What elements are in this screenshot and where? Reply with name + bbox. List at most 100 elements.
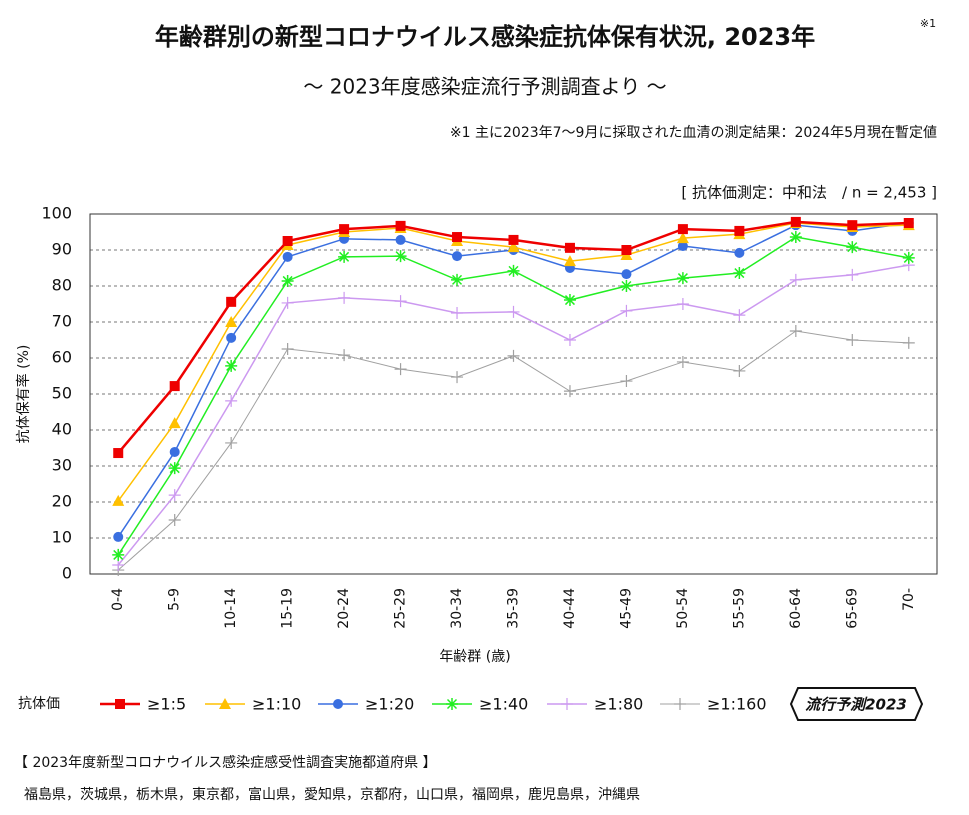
marker — [676, 355, 689, 368]
y-tick-label: 0 — [62, 564, 72, 583]
marker — [333, 699, 343, 709]
marker-shape — [563, 385, 576, 398]
marker — [168, 489, 181, 502]
marker — [339, 224, 350, 235]
marker — [563, 385, 576, 398]
marker — [789, 273, 802, 286]
marker — [113, 448, 124, 459]
x-tick-label: 45-49 — [618, 588, 634, 629]
marker — [112, 548, 125, 561]
marker-shape — [677, 241, 688, 252]
marker-shape — [168, 489, 181, 502]
marker-shape — [113, 448, 124, 459]
y-tick-label: 30 — [52, 456, 72, 475]
marker-shape — [789, 325, 802, 337]
marker-shape — [338, 349, 351, 362]
marker — [169, 381, 180, 392]
marker — [790, 216, 801, 227]
marker — [226, 332, 237, 343]
marker — [902, 251, 915, 264]
marker-shape — [394, 295, 407, 308]
x-tick-label: 20-24 — [336, 588, 352, 629]
marker — [677, 241, 688, 252]
marker-shape — [733, 364, 746, 377]
marker — [226, 296, 237, 307]
marker — [452, 251, 463, 262]
marker — [563, 255, 576, 267]
marker-shape — [563, 334, 576, 346]
marker — [219, 698, 231, 709]
marker-shape — [902, 336, 915, 349]
y-axis-label: 抗体保有率 (%) — [15, 345, 32, 444]
marker-shape — [168, 462, 181, 475]
marker-shape — [903, 218, 914, 228]
marker — [733, 309, 746, 322]
marker-shape — [339, 224, 350, 235]
marker — [282, 251, 293, 262]
marker — [563, 334, 576, 346]
marker — [561, 698, 573, 710]
marker — [676, 232, 689, 244]
marker — [620, 375, 633, 388]
legend-label: ≥1:160 — [707, 695, 767, 714]
badge: 流行予測2023 — [805, 696, 907, 714]
marker-shape — [338, 291, 351, 304]
marker — [846, 241, 859, 254]
x-tick-label: 15-19 — [280, 588, 296, 629]
x-tick-label: 35-39 — [506, 588, 522, 629]
marker-shape — [676, 232, 689, 244]
legend-label: ≥1:20 — [365, 695, 414, 714]
method: [ 抗体価測定：中和法 / n = 2,453 ] — [681, 184, 937, 202]
marker — [115, 699, 125, 709]
marker-shape — [112, 494, 125, 506]
marker-shape — [507, 241, 520, 253]
marker — [168, 462, 181, 475]
marker — [394, 363, 407, 376]
marker-shape — [281, 343, 294, 355]
x-tick-label: 30-34 — [449, 588, 465, 629]
marker-shape — [451, 371, 464, 384]
marker-shape — [676, 355, 689, 368]
marker — [452, 232, 463, 243]
chart-title: 年齢群別の新型コロナウイルス感染症抗体保有状況, 2023年 — [155, 23, 815, 51]
marker-shape — [846, 241, 859, 254]
marker-shape — [169, 446, 180, 457]
marker — [789, 325, 802, 337]
series-line — [117, 220, 909, 454]
marker-shape — [561, 698, 573, 710]
marker-shape — [733, 309, 746, 322]
marker — [676, 272, 689, 285]
marker — [508, 234, 519, 245]
marker — [281, 343, 294, 355]
x-tick-label: 60-64 — [788, 588, 804, 629]
x-tick-label: 10-14 — [223, 588, 239, 629]
marker — [446, 698, 458, 710]
marker-shape — [734, 225, 745, 236]
marker-shape — [115, 699, 125, 709]
legend-label: ≥1:80 — [594, 695, 643, 714]
subtitle: ～ 2023年度感染症流行予測調査より ～ — [303, 75, 666, 99]
marker — [902, 336, 915, 349]
marker — [507, 264, 520, 277]
marker-shape — [452, 232, 463, 243]
marker-shape — [563, 294, 576, 307]
marker-shape — [508, 234, 519, 245]
marker-shape — [169, 381, 180, 392]
marker — [394, 250, 407, 263]
marker-shape — [789, 231, 802, 244]
marker — [338, 291, 351, 304]
marker-shape — [790, 216, 801, 227]
marker — [113, 531, 124, 542]
legend-label: ≥1:10 — [252, 695, 301, 714]
badge-frame — [789, 687, 924, 721]
marker-shape — [394, 363, 407, 376]
marker — [281, 296, 294, 309]
marker-shape — [620, 304, 633, 317]
marker — [225, 436, 238, 449]
marker-shape — [846, 268, 859, 281]
marker-shape — [451, 307, 464, 319]
y-tick-label: 40 — [52, 420, 72, 439]
marker-shape — [219, 698, 231, 709]
plot-frame — [89, 213, 938, 575]
x-tick-label: 50-54 — [675, 588, 691, 629]
